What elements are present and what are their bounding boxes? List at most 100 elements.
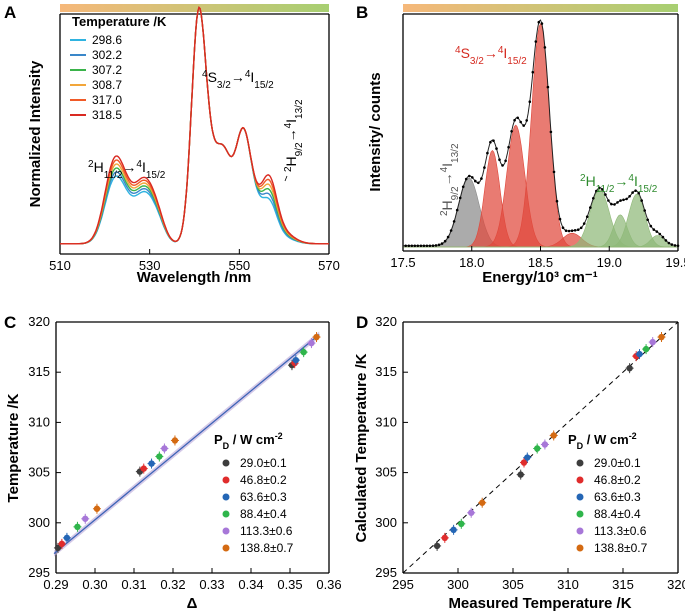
data-point-b <box>419 244 423 248</box>
data-point-b <box>622 198 625 202</box>
x-tick-label-a: 510 <box>49 258 71 273</box>
x-tick-label-b: 18.0 <box>459 255 484 270</box>
data-point-b <box>652 228 656 231</box>
legend-c: 29.0±0.1 46.8±0.2 63.6±0.3 88.4±0.4 113.3±0.… <box>222 456 294 555</box>
panel-letter-c: C <box>4 313 16 332</box>
data-point-b <box>519 120 522 124</box>
annotation-leader-a <box>284 175 288 182</box>
scatter-point <box>140 465 147 472</box>
data-point-b <box>582 222 586 225</box>
y-tick-label-d: 305 <box>375 465 397 480</box>
data-point-b <box>567 229 571 233</box>
x-tick-label-d: 310 <box>557 577 579 592</box>
annotation-h11-i15: 2H11/2→4I15/2 <box>88 159 166 181</box>
data-point-b <box>410 244 414 248</box>
legend-marker-c <box>222 510 230 518</box>
legend-label-d: 29.0±0.1 <box>594 456 641 470</box>
x-tick-label-a: 550 <box>228 258 250 273</box>
data-point-b <box>531 70 535 74</box>
scatter-point <box>649 338 656 346</box>
legend-label-c: 46.8±0.2 <box>240 473 287 487</box>
legend-marker-d <box>576 510 584 518</box>
data-point-b <box>564 229 568 232</box>
data-point-b <box>486 151 489 155</box>
legend-marker-c <box>222 493 230 501</box>
data-point-b <box>446 235 450 239</box>
data-point-b <box>425 244 429 248</box>
points-c <box>53 332 321 553</box>
panel-letter-d: D <box>356 313 368 332</box>
legend-title-c: PD / W cm-2 <box>214 431 283 451</box>
scatter-point <box>313 333 320 341</box>
data-point-b <box>631 191 634 194</box>
scatter-point <box>82 515 89 522</box>
x-axis-label-c: Δ <box>187 595 198 612</box>
points-d <box>433 332 666 551</box>
panel-letter-b: B <box>356 3 368 22</box>
data-point-b <box>501 164 504 167</box>
x-tick-label-c: 0.30 <box>82 577 107 592</box>
data-point-b <box>516 116 519 120</box>
data-point-b <box>592 197 595 200</box>
data-point-b <box>673 244 677 247</box>
x-tick-label-c: 0.32 <box>160 577 185 592</box>
x-tick-label-c: 0.35 <box>277 577 302 592</box>
fit-peak-green <box>403 235 679 248</box>
scatter-point <box>93 505 101 512</box>
panel-a: A 510 530 550 570 Wavelength /nm Normalized… <box>4 3 340 286</box>
data-point-b <box>434 244 438 247</box>
data-point-b <box>628 195 631 198</box>
data-point-b <box>437 243 441 247</box>
y-axis-label-c: Temperature /K <box>5 393 22 502</box>
data-point-b <box>510 130 513 133</box>
data-point-b <box>658 232 662 236</box>
scatter-point <box>550 432 557 439</box>
x-tick-label-d: 305 <box>502 577 524 592</box>
scatter-point <box>292 356 300 364</box>
data-point-b <box>471 176 474 179</box>
data-point-b <box>404 244 408 248</box>
data-point-b <box>607 199 610 202</box>
legend-label-a: 307.2 <box>92 63 122 77</box>
legend-label-a: 308.7 <box>92 78 122 92</box>
data-point-b <box>489 140 492 144</box>
x-tick-label-a: 530 <box>139 258 161 273</box>
data-point-b <box>595 189 598 193</box>
data-point-b <box>546 85 550 89</box>
legend-marker-c <box>222 459 230 467</box>
data-point-b <box>676 244 680 247</box>
y-tick-label-d: 300 <box>375 515 397 530</box>
data-point-b <box>640 199 643 202</box>
y-axis-label-d: Calculated Temperature /K <box>353 353 370 542</box>
annotation-h9-i13: 2H9/2→4I13/2 <box>283 99 305 172</box>
scatter-point <box>479 499 486 506</box>
data-point-b <box>449 229 453 232</box>
x-tick-label-c: 0.31 <box>121 577 146 592</box>
data-point-b <box>667 241 671 245</box>
scatter-point <box>156 453 163 460</box>
data-point-b <box>579 226 583 230</box>
legend-label-d: 88.4±0.4 <box>594 507 641 521</box>
data-point-b <box>428 244 432 248</box>
data-point-b <box>576 228 580 231</box>
legend-d: 29.0±0.1 46.8±0.2 63.6±0.3 88.4±0.4 113.3±0.… <box>576 456 648 555</box>
scatter-point <box>63 534 71 542</box>
data-point-b <box>540 22 544 25</box>
y-tick-label-d: 320 <box>375 314 397 329</box>
data-point-b <box>619 199 622 202</box>
data-point-b <box>534 40 538 43</box>
data-point-b <box>552 170 556 174</box>
scatter-point <box>54 544 62 552</box>
data-point-b <box>616 201 619 204</box>
x-axis-label-d: Measured Temperature /K <box>448 595 631 612</box>
scatter-point <box>468 509 475 516</box>
data-point-b <box>474 179 477 183</box>
data-point-b <box>440 242 444 245</box>
data-point-b <box>549 130 553 134</box>
data-point-b <box>610 202 613 206</box>
data-point-b <box>431 244 435 247</box>
legend-marker-d <box>576 459 584 467</box>
data-point-b <box>504 159 507 163</box>
